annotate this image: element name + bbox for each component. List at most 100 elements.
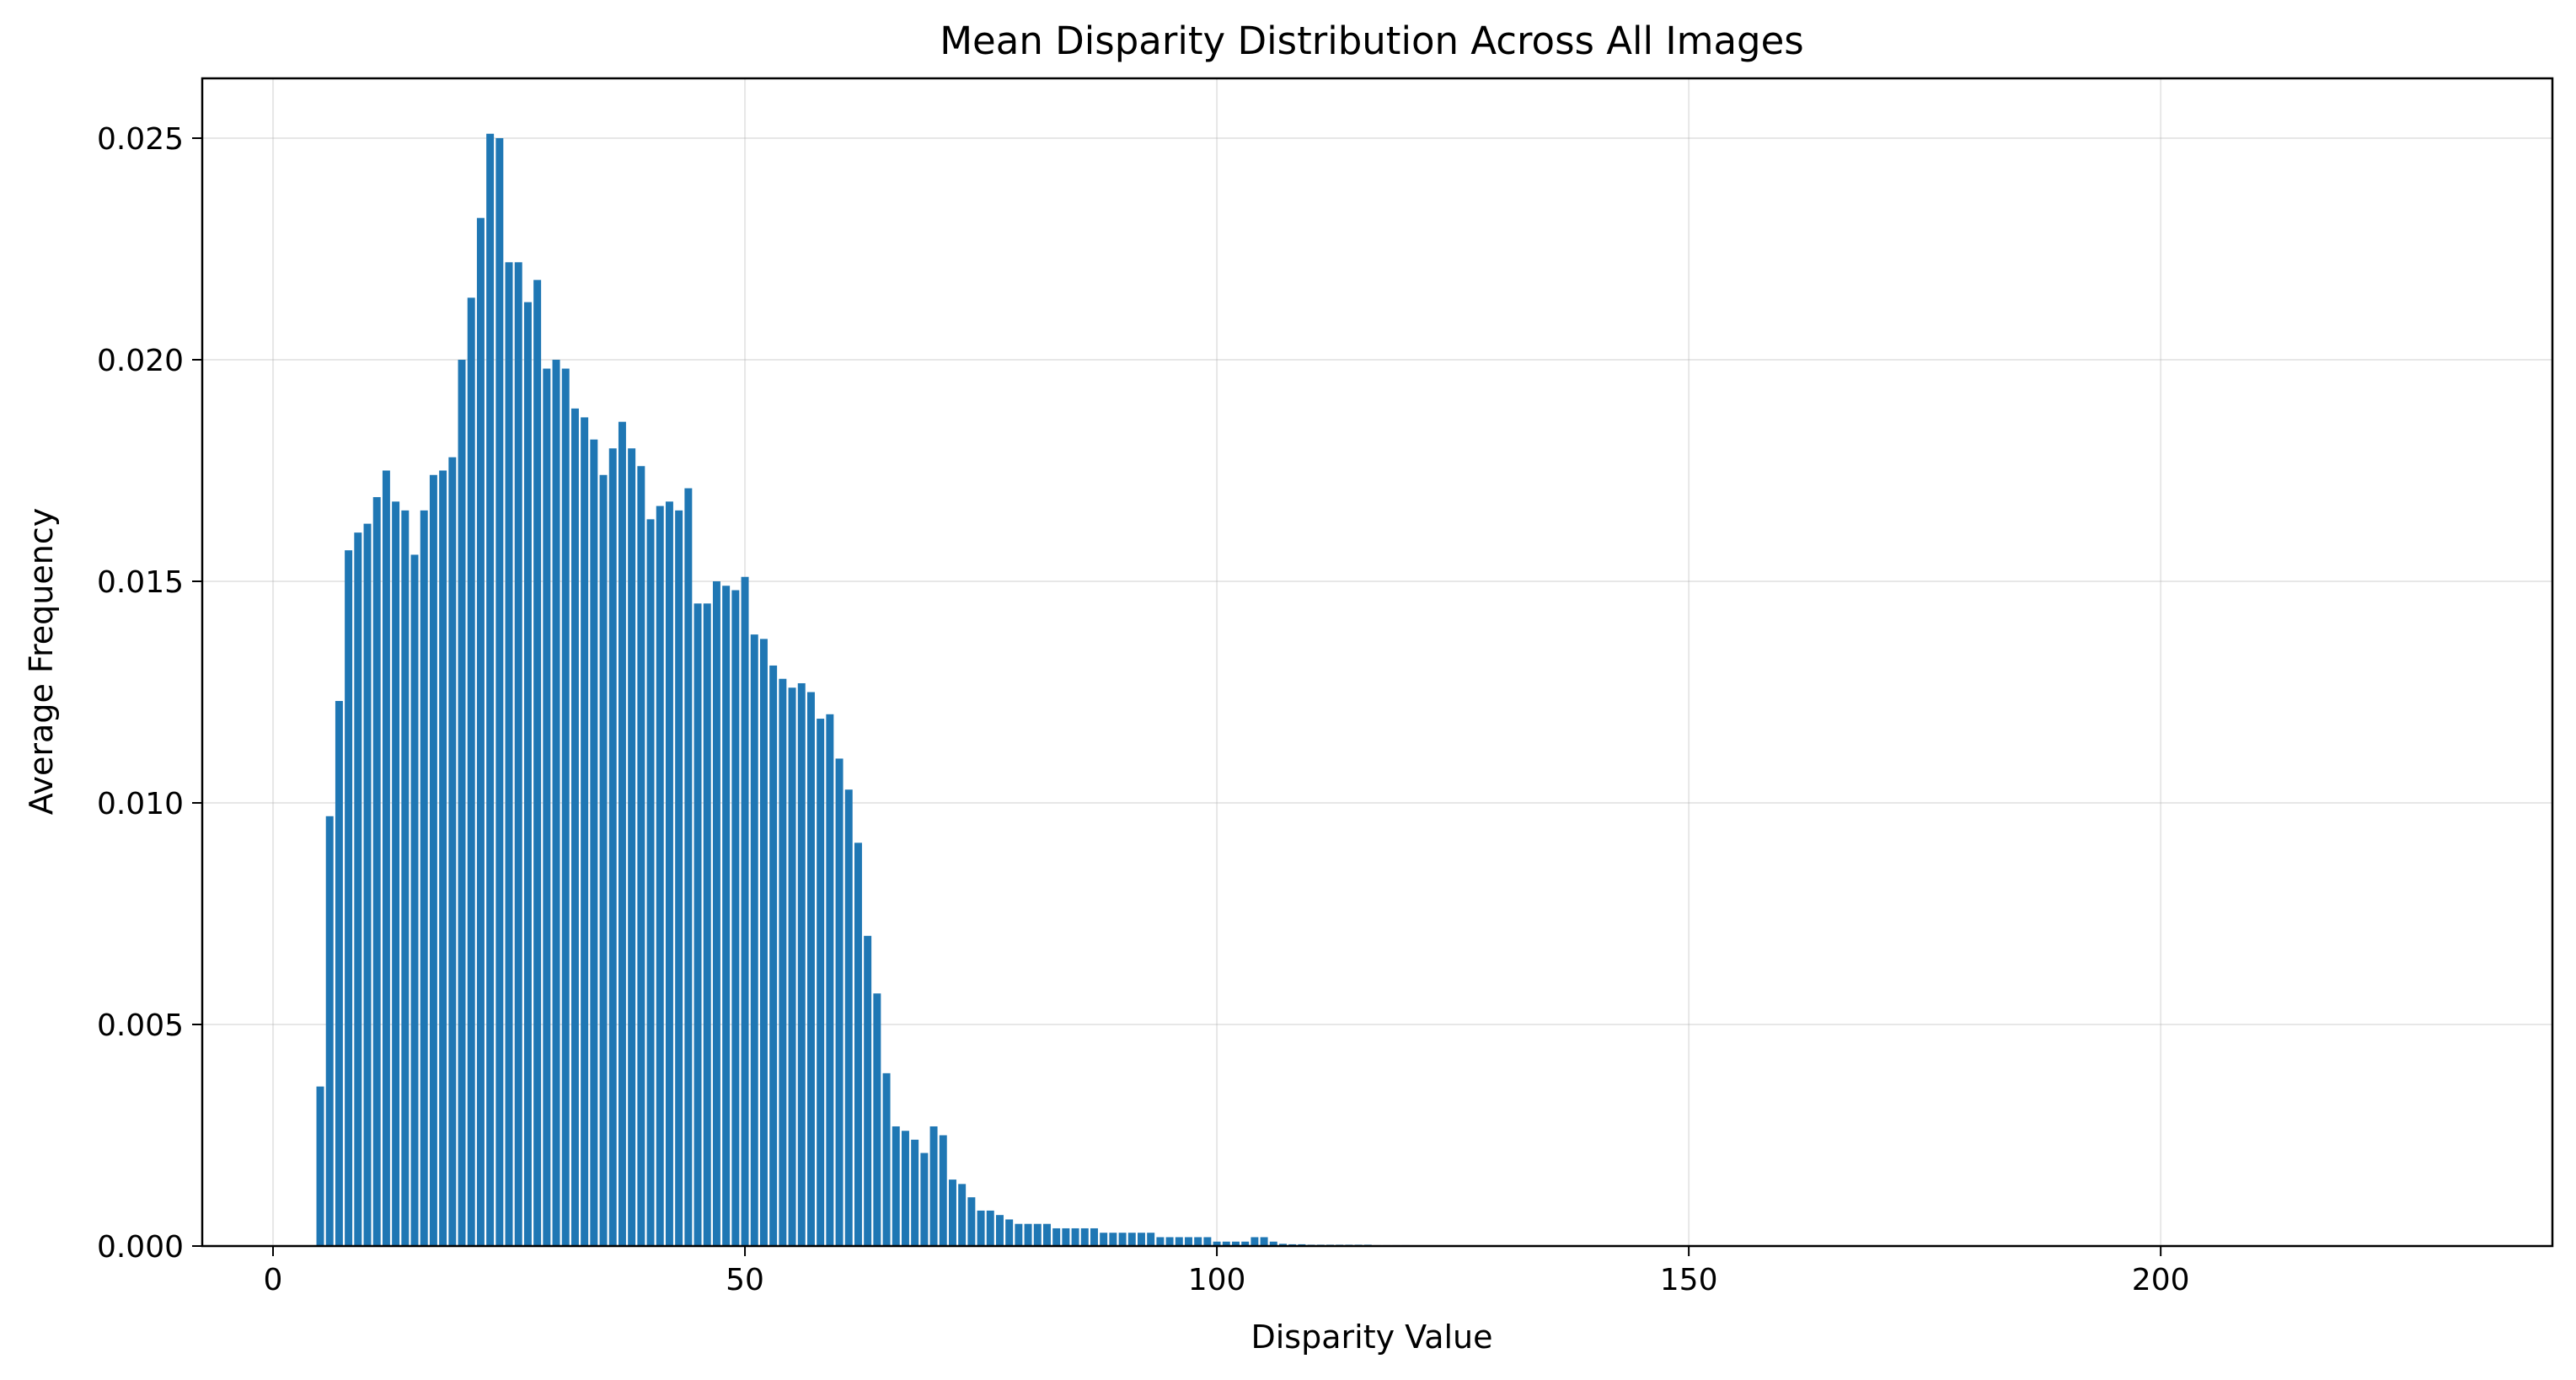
bar bbox=[920, 1153, 929, 1246]
bar bbox=[608, 448, 617, 1246]
bar bbox=[759, 639, 768, 1246]
bar bbox=[684, 488, 693, 1246]
bar bbox=[977, 1210, 985, 1246]
ticks: 0 50 100 150 200 0.000 0.005 0.010 0.015 0.020 0.0… bbox=[97, 122, 2190, 1297]
bar bbox=[1033, 1223, 1042, 1246]
bar bbox=[731, 590, 740, 1246]
y-tick-label: 0.015 bbox=[97, 565, 184, 600]
bar bbox=[1127, 1233, 1136, 1246]
bar bbox=[779, 678, 787, 1246]
bar bbox=[703, 603, 711, 1246]
bar bbox=[1222, 1241, 1230, 1246]
bar bbox=[1080, 1228, 1089, 1246]
bar bbox=[581, 417, 589, 1246]
x-tick-label: 100 bbox=[1188, 1263, 1246, 1297]
bar bbox=[495, 138, 504, 1246]
bar bbox=[694, 603, 702, 1246]
bar bbox=[1109, 1233, 1117, 1246]
bar bbox=[514, 262, 522, 1246]
bar bbox=[1156, 1237, 1165, 1246]
bar bbox=[1118, 1233, 1127, 1246]
bar bbox=[599, 474, 608, 1246]
bar bbox=[1071, 1228, 1079, 1246]
bar bbox=[1042, 1223, 1051, 1246]
bar bbox=[533, 280, 542, 1247]
bar bbox=[892, 1126, 900, 1246]
bar bbox=[335, 701, 343, 1246]
bar bbox=[1137, 1233, 1145, 1246]
bar bbox=[864, 935, 872, 1246]
bar bbox=[420, 510, 428, 1246]
y-tick-label: 0.020 bbox=[97, 344, 184, 378]
bar bbox=[1185, 1237, 1192, 1246]
bar bbox=[590, 439, 598, 1246]
bar bbox=[1165, 1237, 1174, 1246]
bar bbox=[911, 1139, 919, 1246]
bar bbox=[561, 368, 570, 1246]
bar bbox=[1260, 1237, 1268, 1246]
x-tick-label: 0 bbox=[264, 1263, 283, 1297]
bar bbox=[882, 1072, 891, 1246]
bar bbox=[505, 262, 513, 1246]
bar bbox=[439, 470, 447, 1246]
bar bbox=[1100, 1233, 1108, 1246]
bar bbox=[1005, 1219, 1014, 1246]
bar bbox=[429, 474, 437, 1246]
bar bbox=[372, 497, 381, 1246]
bar bbox=[486, 133, 495, 1247]
bar bbox=[817, 719, 825, 1246]
bar bbox=[675, 510, 683, 1246]
bar bbox=[448, 457, 457, 1246]
bar bbox=[958, 1184, 967, 1246]
bar bbox=[458, 360, 466, 1247]
bar bbox=[797, 682, 806, 1246]
bar bbox=[769, 665, 778, 1246]
bar bbox=[656, 505, 664, 1246]
bar bbox=[967, 1197, 976, 1246]
bar bbox=[995, 1215, 1004, 1246]
y-tick-label: 0.005 bbox=[97, 1008, 184, 1043]
y-tick-label: 0.010 bbox=[97, 787, 184, 821]
bar bbox=[712, 581, 720, 1246]
bar bbox=[467, 297, 475, 1246]
bar bbox=[325, 816, 334, 1246]
x-axis-label: Disparity Value bbox=[1251, 1318, 1492, 1356]
bar bbox=[1147, 1233, 1155, 1246]
bar bbox=[1024, 1223, 1032, 1246]
bar bbox=[363, 523, 372, 1246]
bar bbox=[1090, 1228, 1098, 1246]
bar bbox=[806, 692, 815, 1246]
bar bbox=[345, 550, 353, 1246]
bar bbox=[1052, 1228, 1061, 1246]
bar bbox=[1175, 1237, 1183, 1246]
bar bbox=[844, 789, 853, 1246]
bar bbox=[901, 1131, 909, 1246]
bar bbox=[854, 842, 862, 1246]
bar bbox=[552, 360, 560, 1247]
x-tick-label: 200 bbox=[2132, 1263, 2190, 1297]
bar bbox=[543, 368, 551, 1246]
x-tick-label: 150 bbox=[1660, 1263, 1718, 1297]
y-tick-label: 0.000 bbox=[97, 1230, 184, 1265]
y-axis-label: Average Frequency bbox=[23, 508, 60, 815]
bar bbox=[618, 421, 626, 1246]
bar bbox=[1203, 1237, 1212, 1246]
bar bbox=[948, 1179, 956, 1246]
bar bbox=[835, 758, 843, 1246]
bar bbox=[788, 687, 796, 1246]
bar bbox=[382, 470, 390, 1246]
bar bbox=[873, 993, 881, 1246]
plot-frame bbox=[201, 77, 2554, 1248]
bar bbox=[1279, 1244, 1287, 1246]
bar bbox=[741, 576, 749, 1246]
bar bbox=[1194, 1237, 1202, 1246]
bar bbox=[1213, 1241, 1221, 1246]
bar bbox=[354, 532, 362, 1246]
bar bbox=[1062, 1228, 1070, 1246]
bar bbox=[401, 510, 410, 1246]
x-tick-label: 50 bbox=[726, 1263, 764, 1297]
bar bbox=[410, 554, 419, 1246]
